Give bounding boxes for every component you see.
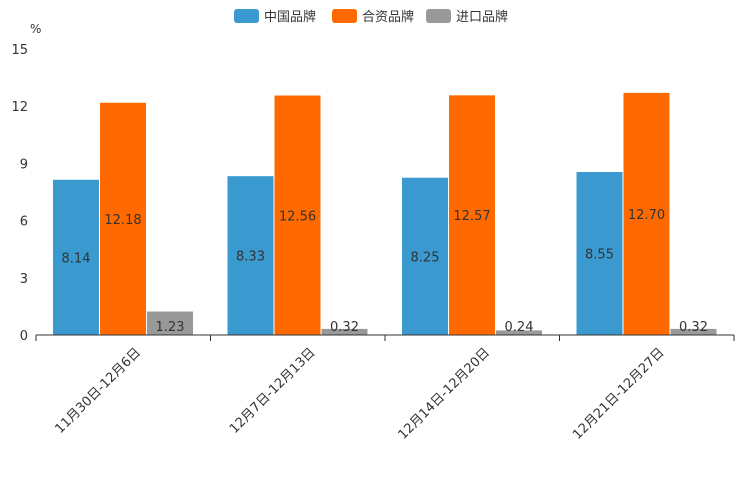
y-tick-label-15: 15 [11,43,28,58]
x-tick-label-1: 11月30日-12月6日 [52,345,144,437]
bar-1-4[interactable] [576,171,623,335]
legend-label-1[interactable]: 中国品牌 [264,9,316,25]
legend-label-2[interactable]: 合资品牌 [362,9,414,25]
bar-2-2[interactable] [274,95,321,335]
bar-1-3[interactable] [402,177,448,335]
y-tick-label-9: 9 [20,157,28,172]
value-label-1-4: 8.55 [585,247,614,262]
legend-swatch-2[interactable] [332,9,357,23]
y-axis: 0 3 6 9 12 15 [11,43,28,344]
y-axis-unit-label: % [30,22,41,36]
value-label-3-3: 0.24 [505,320,534,335]
bar-3-2[interactable] [321,328,368,335]
bar-1-2[interactable] [227,176,274,335]
x-tick-label-4: 12月21日-12月27日 [570,345,667,442]
value-label-2-2: 12.56 [279,209,316,224]
x-tick-label-2: 12月7日-12月13日 [227,345,319,437]
y-tick-label-0: 0 [20,329,28,344]
value-label-2-3: 12.57 [453,209,490,224]
bar-3-1[interactable] [147,311,193,335]
value-label-3-4: 0.32 [679,320,708,335]
bar-2-3[interactable] [449,95,495,335]
value-label-2-1: 12.18 [104,213,141,228]
legend: 中国品牌 合资品牌 进口品牌 [234,9,508,25]
value-label-1-3: 8.25 [411,250,440,265]
x-axis: 11月30日-12月6日 12月7日-12月13日 12月14日-12月20日 12月… [35,334,735,443]
legend-label-3[interactable]: 进口品牌 [456,9,508,25]
bar-1-1[interactable] [53,179,99,335]
bar-3-4[interactable] [670,328,717,335]
bar-3-3[interactable] [496,330,542,335]
y-tick-label-6: 6 [20,215,28,230]
value-label-1-2: 8.33 [236,250,265,265]
legend-swatch-1[interactable] [234,9,259,23]
value-label-3-2: 0.32 [330,320,359,335]
bar-2-1[interactable] [100,102,146,335]
y-tick-label-3: 3 [20,272,28,287]
y-tick-label-12: 12 [11,100,28,115]
value-labels: 8.14 12.18 1.23 8.33 12.56 0.32 8.25 12.57 0.24 8… [62,208,708,335]
value-label-1-1: 8.14 [62,251,91,266]
bar-2-4[interactable] [623,92,670,335]
legend-swatch-3[interactable] [426,9,451,23]
bars [53,92,717,335]
x-tick-label-3: 12月14日-12月20日 [396,345,493,442]
value-label-3-1: 1.23 [156,320,185,335]
value-label-2-4: 12.70 [628,208,665,223]
